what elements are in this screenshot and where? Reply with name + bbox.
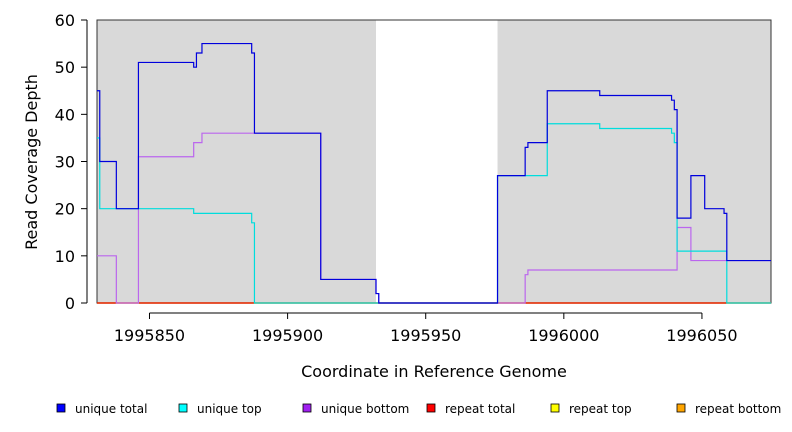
shaded-region-1 — [97, 20, 376, 303]
legend-label: unique top — [197, 402, 262, 416]
legend-label: unique bottom — [321, 402, 409, 416]
legend-swatch — [426, 403, 436, 413]
legend-item: unique top — [178, 402, 262, 416]
legend-swatch — [178, 403, 188, 413]
legend-label: repeat total — [445, 402, 515, 416]
x-tick-label: 1995950 — [390, 326, 461, 345]
x-tick-label: 1996050 — [666, 326, 737, 345]
y-axis-title: Read Coverage Depth — [22, 74, 41, 250]
y-tick-label: 40 — [55, 105, 75, 124]
legend-swatch — [550, 403, 560, 413]
series-lines — [97, 42, 771, 304]
x-tick-label: 1995850 — [114, 326, 185, 345]
legend-item: unique bottom — [302, 402, 409, 416]
series-line-unique-total — [97, 42, 771, 304]
legend-label: repeat top — [569, 402, 632, 416]
legend-label: repeat bottom — [695, 402, 781, 416]
shaded-region-2 — [497, 20, 771, 303]
x-tick-label: 1996000 — [528, 326, 599, 345]
legend-item: unique total — [56, 402, 147, 416]
legend-label: unique total — [75, 402, 147, 416]
x-axis-title: Coordinate in Reference Genome — [301, 362, 567, 381]
y-tick-label: 0 — [65, 294, 75, 313]
legend-swatch — [56, 403, 66, 413]
legend: unique total unique top unique bottom repea… — [56, 402, 781, 416]
y-axis: 0 10 20 30 40 50 60 — [55, 11, 88, 313]
legend-item: repeat total — [426, 402, 515, 416]
y-tick-label: 10 — [55, 247, 75, 266]
y-tick-label: 20 — [55, 200, 75, 219]
x-axis: 1995850 1995900 1995950 1996000 1996050 — [114, 312, 738, 345]
legend-swatch — [676, 403, 686, 413]
y-tick-label: 60 — [55, 11, 75, 30]
legend-item: repeat top — [550, 402, 632, 416]
y-tick-label: 30 — [55, 153, 75, 172]
legend-swatch — [302, 403, 312, 413]
shaded-regions — [97, 20, 771, 303]
legend-item: repeat bottom — [676, 402, 781, 416]
y-tick-label: 50 — [55, 58, 75, 77]
x-tick-label: 1995900 — [252, 326, 323, 345]
